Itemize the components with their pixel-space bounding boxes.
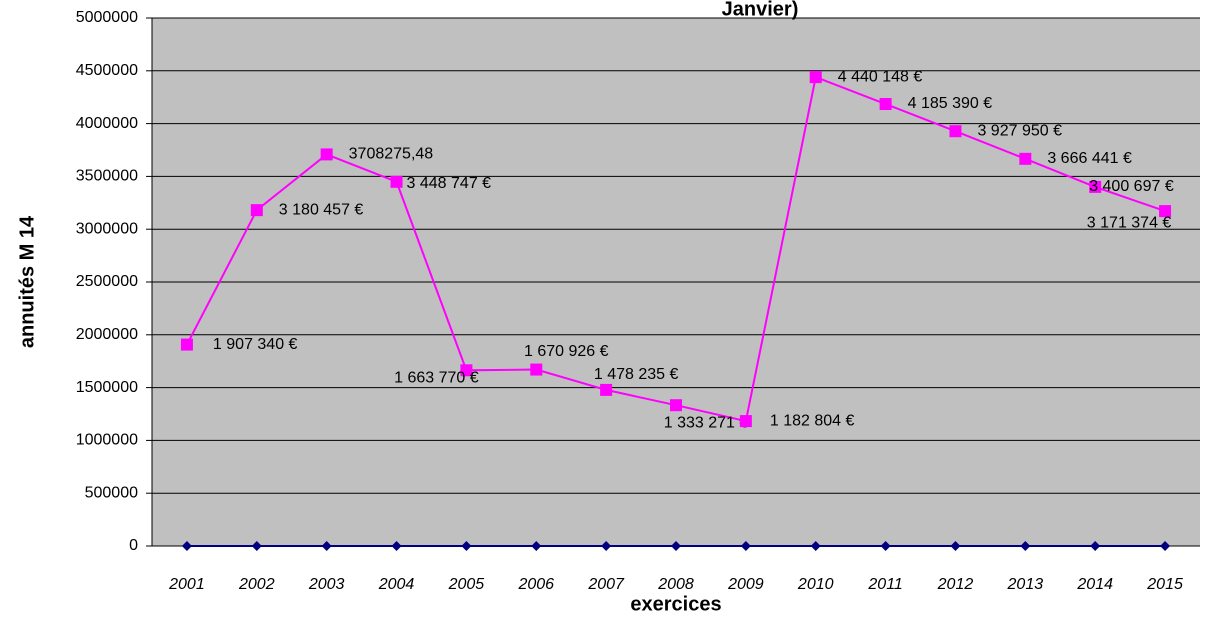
marker bbox=[880, 541, 891, 551]
x-tick-label: 2010 bbox=[797, 576, 834, 593]
data-label: 3708275,48 bbox=[349, 146, 434, 163]
y-tick-label: 2000000 bbox=[76, 326, 138, 343]
data-label: 3 927 950 € bbox=[977, 122, 1062, 139]
marker bbox=[251, 541, 262, 551]
marker bbox=[739, 415, 752, 428]
y-tick-label: 1500000 bbox=[76, 379, 138, 396]
marker bbox=[1020, 541, 1031, 551]
data-label: 3 171 374 € bbox=[1087, 214, 1172, 231]
y-tick-label: 0 bbox=[129, 537, 138, 554]
x-tick-label: 2003 bbox=[308, 576, 345, 593]
data-label: 3 400 697 € bbox=[1089, 178, 1174, 195]
x-tick-label: 2015 bbox=[1146, 576, 1183, 593]
data-label: 1 907 340 € bbox=[213, 336, 298, 353]
x-tick-label: 2009 bbox=[727, 576, 764, 593]
marker bbox=[810, 541, 821, 551]
x-tick-label: 2001 bbox=[168, 576, 205, 593]
marker bbox=[1090, 541, 1101, 551]
data-label: 1 182 804 € bbox=[770, 412, 855, 429]
x-tick-label: 2006 bbox=[517, 576, 554, 593]
marker bbox=[1089, 180, 1102, 193]
marker bbox=[879, 98, 892, 111]
y-tick-label: 4000000 bbox=[76, 115, 138, 132]
y-tick-label: 5000000 bbox=[76, 9, 138, 26]
y-tick-label: 2500000 bbox=[76, 273, 138, 290]
marker bbox=[180, 338, 193, 351]
y-tick-label: 3500000 bbox=[76, 168, 138, 185]
marker bbox=[1160, 541, 1171, 551]
marker bbox=[949, 125, 962, 138]
marker bbox=[460, 364, 473, 377]
data-label: 1 333 271 € bbox=[664, 414, 749, 431]
marker bbox=[740, 541, 751, 551]
marker bbox=[600, 383, 613, 396]
y-tick-label: 1000000 bbox=[76, 432, 138, 449]
x-tick-label: 2012 bbox=[937, 576, 974, 593]
marker bbox=[950, 541, 961, 551]
x-tick-label: 2004 bbox=[378, 576, 415, 593]
data-label: 4 185 390 € bbox=[908, 95, 993, 112]
marker bbox=[250, 204, 263, 217]
marker bbox=[601, 541, 612, 551]
marker bbox=[531, 541, 542, 551]
marker bbox=[390, 175, 403, 188]
marker bbox=[391, 541, 402, 551]
data-label: 3 666 441 € bbox=[1047, 150, 1132, 167]
y-tick-label: 4500000 bbox=[76, 62, 138, 79]
y-tick-label: 500000 bbox=[85, 484, 138, 501]
marker bbox=[670, 399, 682, 412]
marker bbox=[809, 71, 822, 84]
data-label: 1 663 770 € bbox=[394, 370, 479, 387]
data-label: 3 180 457 € bbox=[279, 201, 364, 218]
data-label: 1 670 926 € bbox=[524, 343, 609, 360]
x-tick-label: 2011 bbox=[867, 576, 902, 593]
x-tick-label: 2002 bbox=[238, 576, 275, 593]
marker bbox=[461, 541, 472, 551]
y-axis-label: annuités M 14 bbox=[16, 215, 38, 348]
marker bbox=[1019, 152, 1032, 165]
marker bbox=[671, 541, 681, 551]
marker bbox=[530, 363, 543, 376]
x-tick-label: 2005 bbox=[448, 576, 485, 593]
x-tick-label: 2014 bbox=[1076, 576, 1113, 593]
marker bbox=[181, 541, 192, 551]
y-tick-label: 3000000 bbox=[76, 220, 138, 237]
marker bbox=[320, 148, 333, 161]
data-label: 3 448 747 € bbox=[407, 175, 492, 192]
marker bbox=[1159, 205, 1172, 218]
x-tick-label: 2013 bbox=[1007, 576, 1044, 593]
data-label: 1 478 235 € bbox=[594, 366, 679, 383]
chart-title: Janvier) bbox=[722, 0, 799, 20]
data-label: 4 440 148 € bbox=[838, 68, 923, 85]
x-axis-label: exercices bbox=[630, 593, 721, 615]
x-tick-label: 2008 bbox=[657, 576, 694, 593]
x-tick-label: 2007 bbox=[587, 576, 625, 593]
marker bbox=[321, 541, 332, 551]
